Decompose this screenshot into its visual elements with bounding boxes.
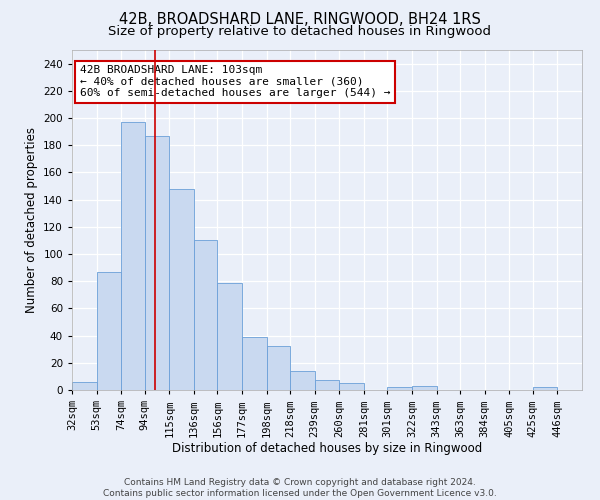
Text: 42B, BROADSHARD LANE, RINGWOOD, BH24 1RS: 42B, BROADSHARD LANE, RINGWOOD, BH24 1RS [119,12,481,28]
Bar [290,371,314,390]
Bar [533,388,557,390]
Bar [242,337,266,390]
Bar [412,386,437,390]
X-axis label: Distribution of detached houses by size in Ringwood: Distribution of detached houses by size … [172,442,482,455]
Bar [194,240,217,390]
Bar [217,282,242,390]
Bar [266,346,290,390]
Text: Size of property relative to detached houses in Ringwood: Size of property relative to detached ho… [109,25,491,38]
Text: Contains HM Land Registry data © Crown copyright and database right 2024.
Contai: Contains HM Land Registry data © Crown c… [103,478,497,498]
Bar [340,383,364,390]
Bar [97,272,121,390]
Bar [314,380,340,390]
Bar [145,136,169,390]
Y-axis label: Number of detached properties: Number of detached properties [25,127,38,313]
Text: 42B BROADSHARD LANE: 103sqm
← 40% of detached houses are smaller (360)
60% of se: 42B BROADSHARD LANE: 103sqm ← 40% of det… [80,66,390,98]
Bar [388,388,412,390]
Bar [169,188,194,390]
Bar [121,122,145,390]
Bar [72,382,97,390]
